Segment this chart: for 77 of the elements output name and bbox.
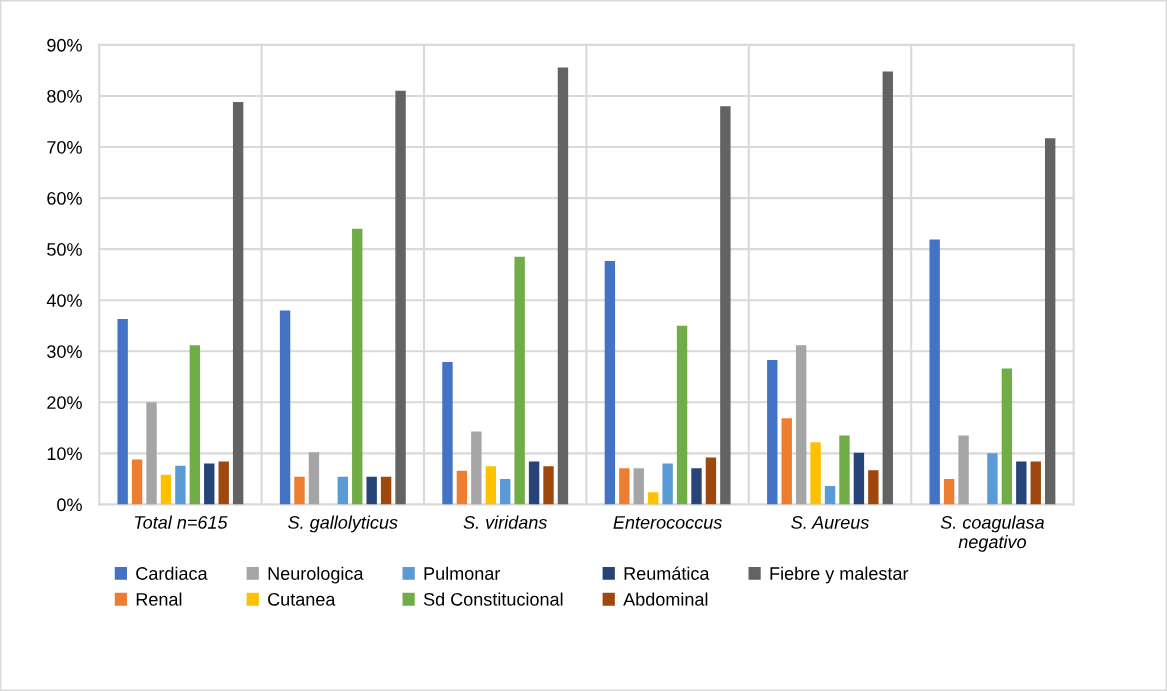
bar xyxy=(395,90,406,505)
bar xyxy=(380,476,392,505)
bar xyxy=(781,418,792,505)
bar xyxy=(795,345,807,505)
y-tick-label: 40% xyxy=(46,294,82,307)
x-tick-label: S. coagulasa negativo xyxy=(940,515,1045,552)
y-tick-label: 20% xyxy=(47,396,82,410)
bar xyxy=(131,459,143,505)
y-tick-label: 70% xyxy=(47,140,82,154)
bar xyxy=(442,361,453,505)
x-tick-label: S. viridans xyxy=(463,515,547,529)
bar xyxy=(352,228,363,505)
bar xyxy=(175,465,186,505)
bar xyxy=(691,468,702,505)
bar xyxy=(308,452,320,505)
bar xyxy=(366,476,377,505)
x-tick-label: S. gallolyticus xyxy=(288,515,398,533)
bar xyxy=(557,67,569,505)
legend-label: Renal xyxy=(136,592,182,606)
bar xyxy=(1044,138,1056,505)
bar xyxy=(676,325,688,505)
legend-label: Neurologica xyxy=(268,566,364,584)
bar xyxy=(662,463,673,505)
bar xyxy=(232,102,244,505)
x-tick-label: Enterococcus xyxy=(613,516,722,529)
legend-label: Abdominal xyxy=(623,592,708,606)
bar xyxy=(204,463,215,505)
bar xyxy=(160,474,172,505)
y-tick-label: 30% xyxy=(47,345,82,358)
bar xyxy=(471,431,482,505)
bar xyxy=(853,452,865,505)
bar xyxy=(1001,368,1013,505)
bar xyxy=(633,468,644,505)
bar xyxy=(767,359,778,505)
bar xyxy=(987,453,998,505)
y-tick-label: 50% xyxy=(47,243,82,256)
legend-label: Reumática xyxy=(624,566,710,580)
legend-label: Sd Constitucional xyxy=(423,592,563,606)
bar xyxy=(619,468,630,505)
bar xyxy=(279,310,291,505)
y-tick-label: 60% xyxy=(47,192,82,205)
y-tick-label: 80% xyxy=(47,89,82,103)
legend-label: Cardiaca xyxy=(136,566,208,580)
bar xyxy=(456,470,468,505)
bar xyxy=(604,260,616,505)
bar xyxy=(810,442,821,505)
bar xyxy=(1030,461,1041,505)
y-tick-label: 0% xyxy=(57,498,82,512)
bar xyxy=(528,461,540,505)
bar xyxy=(514,256,525,505)
bar xyxy=(485,466,496,505)
bar xyxy=(294,476,305,505)
bar xyxy=(1016,461,1027,505)
legend-label: Pulmonar xyxy=(424,566,501,580)
y-tick-label: 10% xyxy=(47,447,82,461)
bar xyxy=(647,492,659,505)
bar xyxy=(337,476,348,505)
bar xyxy=(218,461,229,505)
bar xyxy=(868,470,879,505)
bar xyxy=(543,466,554,505)
bar xyxy=(824,486,836,505)
bar xyxy=(146,402,157,505)
y-tick-label: 90% xyxy=(47,38,82,52)
x-tick-label: Total n=615 xyxy=(134,515,228,529)
bar xyxy=(958,435,969,505)
bar xyxy=(500,478,511,505)
legend-label: Fiebre y malestar xyxy=(770,566,909,584)
bar xyxy=(839,435,850,505)
bar xyxy=(189,345,201,505)
bar xyxy=(929,239,940,505)
bar xyxy=(705,457,717,505)
x-tick-label: S. Aureus xyxy=(791,516,869,529)
bar xyxy=(943,478,955,505)
bar xyxy=(720,106,731,505)
bar xyxy=(882,71,893,505)
legend-label: Cutanea xyxy=(268,592,336,606)
bar xyxy=(117,319,128,505)
